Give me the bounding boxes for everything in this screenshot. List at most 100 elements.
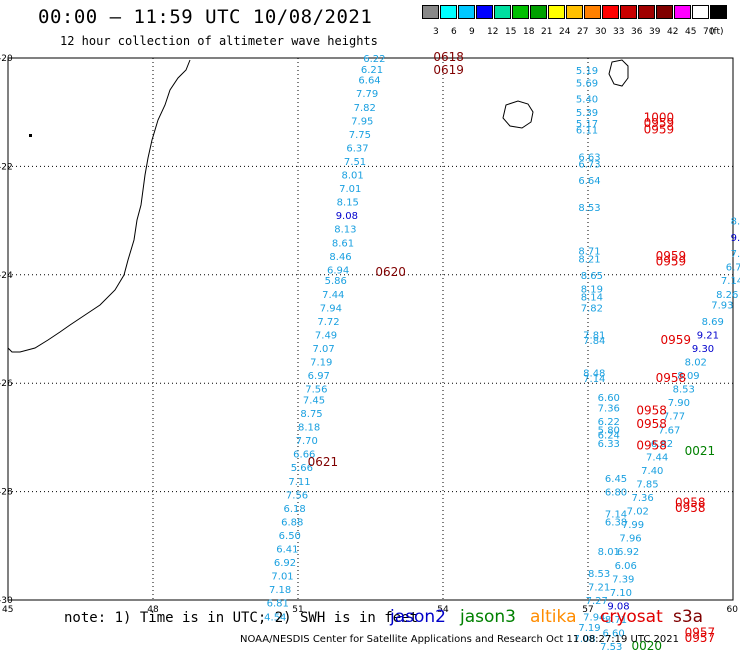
pass-time-label: 0959 — [661, 333, 692, 347]
scale-swatch — [458, 5, 475, 19]
scale-swatch — [548, 5, 565, 19]
wave-height-value: 7.94 — [583, 612, 605, 623]
wave-height-value: 7.82 — [581, 303, 603, 314]
wave-height-value: 8.46 — [329, 252, 351, 263]
wave-height-value: 7.99 — [622, 520, 644, 531]
scale-swatch — [674, 5, 691, 19]
scale-label: 39 — [649, 27, 661, 37]
pass-time-label: 0957 — [685, 626, 716, 640]
satellite-s3a-label: s3a — [673, 607, 704, 627]
wave-height-value: 6.73 — [578, 160, 600, 171]
wave-height-value: 4.54 — [264, 612, 286, 623]
pass-time-label: 0957 — [685, 631, 716, 645]
wave-height-value: 7.45 — [303, 395, 325, 406]
wave-height-value: 7.72 — [317, 317, 339, 328]
wave-height-value: 8.0 — [731, 217, 740, 228]
wave-height-value: 5.66 — [291, 463, 313, 474]
x-tick-label: 51 — [292, 605, 303, 615]
wave-height-value: 6.60 — [598, 393, 620, 404]
wave-height-value: 7.44 — [322, 290, 344, 301]
wave-height-value: 6.37 — [346, 143, 368, 154]
wave-height-value: 6.22 — [363, 54, 385, 65]
scale-swatch — [584, 5, 601, 19]
wave-height-value: 7.14 — [583, 374, 605, 385]
wave-height-value: 8.18 — [298, 423, 320, 434]
wave-height-value: 7.36 — [598, 404, 620, 415]
wave-height-value: 6.11 — [576, 126, 598, 137]
wave-height-value: 7.81 — [583, 330, 605, 341]
y-tick-label: -28 — [0, 488, 13, 498]
chart-subtitle: 12 hour collection of altimeter wave hei… — [60, 34, 378, 48]
y-tick-label: -30 — [0, 596, 13, 606]
wave-height-value: 6.94 — [327, 265, 349, 276]
wave-height-value: 5.69 — [576, 78, 598, 89]
wave-height-value: 7.96 — [619, 534, 641, 545]
wave-height-value: 6.24 — [598, 431, 620, 442]
x-tick-label: 54 — [437, 605, 449, 615]
reunion-island — [502, 100, 534, 129]
y-tick-label: -26 — [0, 379, 13, 389]
x-tick-label: 45 — [2, 605, 13, 615]
wave-height-value: 5.40 — [576, 95, 598, 106]
wave-height-value: 8.71 — [605, 615, 627, 626]
wave-height-value: 6.92 — [617, 547, 639, 558]
scale-swatch — [476, 5, 493, 19]
wave-height-value: 7.07 — [313, 344, 335, 355]
scale-label: 24 — [559, 27, 571, 37]
islet-marker — [29, 134, 32, 137]
wave-height-value: 5.19 — [576, 66, 598, 77]
scale-label: 18 — [523, 27, 535, 37]
scale-swatch — [638, 5, 655, 19]
pass-time-label: 0958 — [675, 495, 706, 509]
wave-height-value: 7.93 — [711, 301, 733, 312]
wave-height-value: 6.82 — [651, 439, 673, 450]
satellite-altika-label: altika — [530, 607, 577, 627]
wave-height-value: 9.08 — [607, 601, 629, 612]
wave-height-value: 6.21 — [361, 65, 383, 76]
chart-title: 00:00 – 11:59 UTC 10/08/2021 — [38, 6, 373, 28]
wave-height-value: 8.13 — [334, 225, 356, 236]
scale-label: 45 — [685, 27, 697, 37]
scale-label: 33 — [613, 27, 625, 37]
wave-height-value: 9.21 — [697, 330, 719, 341]
scale-label: 15 — [505, 27, 517, 37]
pass-time-label: 0959 — [656, 249, 687, 263]
wave-height-value: 7.14 — [605, 509, 627, 520]
wave-height-value: 7.02 — [627, 507, 649, 518]
scale-swatch — [692, 5, 709, 19]
wave-height-value: 8.65 — [581, 271, 603, 282]
x-tick-label: 60 — [727, 605, 739, 615]
pass-time-label: 0621 — [308, 455, 339, 469]
pass-time-label: 0959 — [644, 123, 675, 137]
madagascar-coastline — [7, 59, 191, 353]
scale-label: 70 — [703, 27, 715, 37]
wave-height-value: 6.7 — [726, 263, 740, 274]
wave-height-value: 6.60 — [603, 629, 625, 640]
wave-height-value: 7.82 — [354, 103, 376, 114]
wave-height-value: 7.85 — [636, 479, 658, 490]
scale-label: 36 — [631, 27, 643, 37]
pass-time-label: 0958 — [636, 403, 667, 417]
scale-label: 3 — [433, 27, 439, 37]
wave-height-value: 7.95 — [351, 116, 373, 127]
wave-height-value: 6.64 — [358, 76, 380, 87]
wave-height-value: 7.44 — [646, 452, 668, 463]
wave-height-value: 7.39 — [612, 574, 634, 585]
satellite-jason2-label: jason2 — [390, 607, 446, 627]
scale-swatch — [512, 5, 529, 19]
wave-height-value: 8.53 — [588, 569, 610, 580]
wave-height-value: 6.45 — [605, 474, 627, 485]
scale-swatch — [566, 5, 583, 19]
wave-height-value: 7.56 — [286, 490, 308, 501]
pass-time-label: 0620 — [375, 265, 406, 279]
scale-swatch — [530, 5, 547, 19]
scale-label: 21 — [541, 27, 553, 37]
wave-height-value: 8.19 — [581, 284, 603, 295]
wave-height-value: 7.70 — [296, 436, 318, 447]
pass-time-label: 0618 — [433, 50, 464, 64]
wave-height-value: 7.19 — [310, 358, 332, 369]
pass-time-label: 0958 — [656, 371, 687, 385]
scale-swatch — [494, 5, 511, 19]
wave-height-value: 7.94 — [320, 303, 342, 314]
